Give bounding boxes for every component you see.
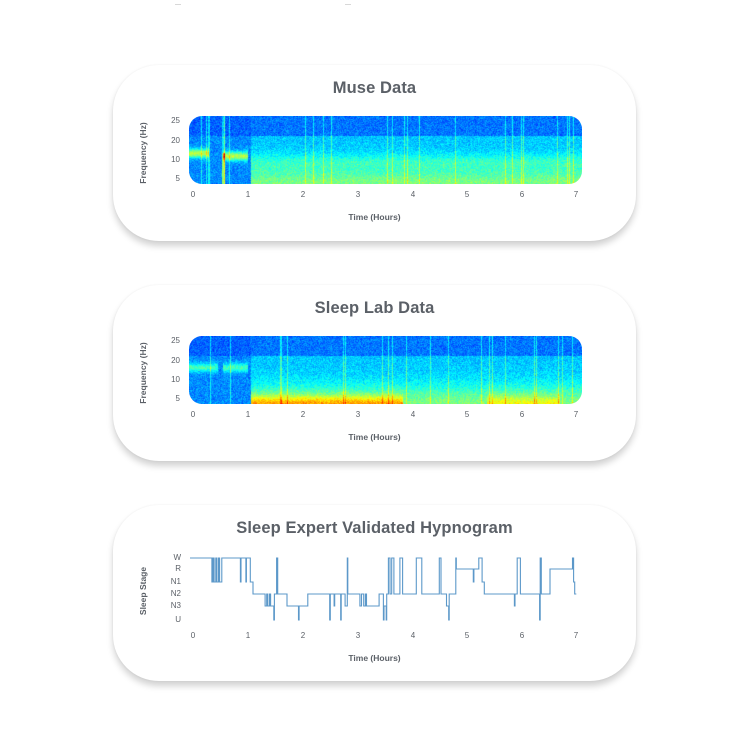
y-tick: W	[173, 553, 181, 562]
sleep-lab-data-card: Sleep Lab Data Frequency (Hz) 25 20 10 5…	[113, 285, 636, 461]
y-tick: 25	[171, 336, 180, 345]
y-tick: U	[175, 615, 181, 624]
top-edge-mark	[175, 4, 181, 5]
sleep-lab-spectrogram	[189, 336, 582, 404]
y-tick: 5	[175, 394, 180, 403]
muse-data-card: Muse Data Frequency (Hz) 25 20 10 5 0 1 …	[113, 65, 636, 241]
card-title: Muse Data	[332, 79, 417, 97]
top-edge-mark	[345, 4, 351, 5]
hypnogram-line	[190, 557, 577, 621]
y-tick: R	[175, 564, 181, 573]
x-axis-label: Time (Hours)	[348, 432, 401, 442]
y-tick: 25	[171, 116, 180, 125]
y-tick: 10	[171, 375, 180, 384]
x-axis-label: Time (Hours)	[348, 653, 401, 663]
y-tick: N2	[170, 589, 181, 598]
x-axis-label: Time (Hours)	[348, 212, 401, 222]
y-tick: N3	[170, 601, 181, 610]
card-title: Sleep Expert Validated Hypnogram	[236, 519, 513, 537]
y-tick: 5	[175, 174, 180, 183]
hypnogram-plot	[190, 557, 577, 621]
y-tick: 20	[171, 356, 180, 365]
y-tick: 20	[171, 136, 180, 145]
y-tick: N1	[170, 577, 181, 586]
y-axis-label: Frequency (Hz)	[138, 342, 148, 404]
muse-spectrogram	[189, 116, 582, 184]
hypnogram-card: Sleep Expert Validated Hypnogram Sleep S…	[113, 505, 636, 681]
y-tick: 10	[171, 155, 180, 164]
y-axis-label: Frequency (Hz)	[138, 122, 148, 184]
card-title: Sleep Lab Data	[314, 299, 435, 317]
y-axis-label: Sleep Stage	[138, 566, 148, 616]
